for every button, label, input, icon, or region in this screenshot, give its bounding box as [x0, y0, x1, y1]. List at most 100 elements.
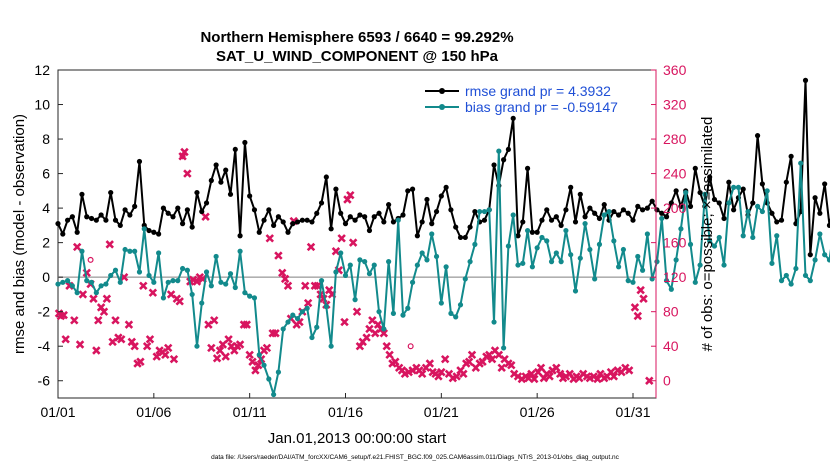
rmse-point-94 — [505, 146, 512, 153]
axes: -6-4-20246810120408012016020024028032036… — [34, 62, 686, 420]
x-tick-label-3: 01/16 — [328, 404, 363, 420]
bias-point-7 — [88, 279, 95, 285]
obs-assimilated-marker-65 — [248, 357, 257, 366]
bias-point-83 — [453, 314, 459, 320]
bias-point-141 — [731, 184, 737, 190]
bias-point-153 — [788, 281, 794, 287]
bias-point-52 — [304, 305, 310, 311]
bias-point-130 — [678, 226, 684, 232]
bias-point-120 — [630, 279, 636, 285]
rmse-point-129 — [673, 188, 679, 194]
rmse-point-15 — [127, 212, 133, 218]
rmse-point-42 — [256, 229, 262, 235]
bias-point-89 — [481, 208, 488, 215]
x-tick-label-2: 01/11 — [233, 404, 267, 420]
bias-point-65 — [366, 271, 373, 277]
y-tick-label-2: -2 — [38, 304, 51, 320]
rmse-point-56 — [323, 174, 329, 180]
rmse-point-87 — [472, 208, 478, 215]
obs-assimilated-marker-70 — [262, 343, 272, 353]
obs-assimilated-marker-16 — [102, 294, 112, 303]
bias-point-104 — [553, 250, 559, 256]
bias-point-80 — [438, 300, 444, 306]
bias-point-76 — [419, 250, 425, 256]
rmse-point-117 — [616, 212, 622, 218]
bias-point-41 — [251, 295, 258, 301]
rmse-point-22 — [160, 205, 167, 211]
y-tick-label-9: 12 — [34, 62, 50, 78]
rmse-point-103 — [548, 217, 555, 223]
obs-assimilated-marker-6 — [72, 242, 82, 252]
obs-assimilated-marker-84 — [303, 298, 313, 308]
rmse-point-34 — [218, 179, 224, 185]
bias-point-10 — [103, 281, 109, 287]
obs-assimilated-marker-17 — [105, 240, 114, 249]
obs-assimilated-marker-157 — [536, 363, 546, 373]
rmse-point-130 — [678, 203, 684, 209]
obs-assimilated-marker-183 — [624, 366, 634, 375]
rmse-point-145 — [750, 200, 756, 206]
bias-point-150 — [774, 233, 780, 239]
rmse-point-4 — [74, 229, 80, 235]
rmse-point-38 — [237, 233, 243, 239]
bias-point-138 — [716, 234, 722, 241]
rmse-point-32 — [208, 177, 214, 184]
rmse-point-19 — [146, 227, 152, 234]
obs-assimilated-marker-155 — [530, 374, 539, 384]
bias-point-151 — [778, 278, 785, 284]
obs-assimilated-marker-31 — [148, 288, 158, 297]
rmse-point-14 — [122, 207, 128, 213]
bias-point-56 — [323, 303, 329, 310]
obs-assimilated-marker-111 — [385, 350, 394, 360]
bias-point-95 — [510, 212, 516, 218]
bias-point-43 — [261, 362, 267, 368]
bias-point-20 — [151, 279, 157, 285]
obs-assimilated-marker-100 — [352, 307, 362, 316]
rmse-point-58 — [333, 186, 339, 192]
obs-assimilated-marker-27 — [136, 357, 145, 366]
bias-point-49 — [290, 312, 296, 318]
bias-point-88 — [477, 208, 483, 215]
bias-point-146 — [754, 203, 761, 209]
rmse-point-98 — [524, 165, 531, 171]
obs-assimilated-marker-73 — [271, 329, 280, 338]
rmse-point-66 — [371, 214, 377, 220]
rmse-point-86 — [467, 224, 473, 230]
bias-point-16 — [132, 248, 138, 254]
obs-assimilated-marker-148 — [507, 360, 516, 370]
rmse-point-132 — [687, 203, 694, 209]
rmse-point-134 — [697, 189, 703, 196]
bias-point-4 — [74, 290, 80, 296]
bias-point-6 — [84, 278, 90, 284]
bias-point-22 — [160, 295, 167, 301]
bias-point-155 — [798, 160, 804, 166]
bias-point-122 — [639, 267, 646, 273]
bias-point-86 — [467, 259, 473, 265]
bias-point-147 — [759, 208, 765, 215]
obs-assimilated-marker-77 — [283, 281, 293, 291]
rmse-point-20 — [151, 229, 157, 235]
rmse-point-152 — [783, 179, 789, 185]
rmse-point-128 — [668, 200, 674, 206]
bias-point-103 — [548, 259, 555, 265]
bias-point-5 — [79, 248, 85, 254]
bias-point-8 — [93, 290, 99, 296]
rmse-point-149 — [769, 210, 775, 216]
rmse-point-138 — [716, 200, 722, 206]
bias-point-53 — [309, 334, 315, 341]
rmse-point-12 — [112, 217, 119, 223]
y-tick-label-5: 4 — [42, 200, 50, 216]
bias-point-27 — [184, 267, 190, 273]
rmse-point-9 — [98, 212, 104, 218]
bias-point-75 — [414, 262, 420, 268]
bias-point-39 — [242, 290, 248, 296]
bias-point-110 — [582, 221, 588, 227]
y-right-tick-label-4: 160 — [663, 235, 687, 251]
rmse-point-45 — [271, 222, 277, 228]
bias-point-54 — [314, 324, 320, 330]
rmse-point-104 — [553, 214, 559, 220]
rmse-point-75 — [414, 233, 420, 239]
rmse-point-107 — [568, 184, 574, 190]
rmse-point-49 — [290, 221, 296, 227]
obs-assimilated-marker-154 — [527, 369, 536, 379]
